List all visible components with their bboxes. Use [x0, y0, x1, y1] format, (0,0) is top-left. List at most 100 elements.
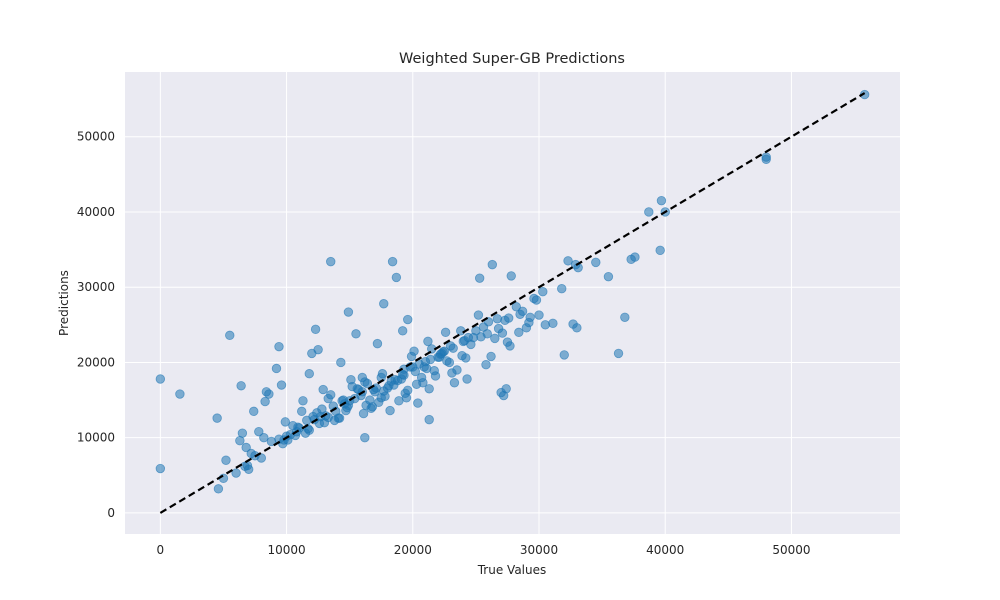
data-point — [613, 348, 624, 359]
data-point — [482, 329, 492, 339]
y-tick-label: 40000 — [77, 205, 115, 219]
data-point — [318, 384, 328, 395]
data-point — [372, 338, 383, 349]
data-point — [473, 310, 484, 320]
data-point — [529, 293, 539, 304]
data-point — [425, 354, 436, 365]
grid — [125, 72, 900, 534]
data-point — [175, 389, 185, 399]
data-point — [231, 468, 241, 478]
data-point — [423, 336, 433, 347]
data-point — [413, 398, 423, 408]
data-point — [236, 381, 246, 391]
data-point — [534, 310, 544, 320]
data-point — [656, 195, 667, 206]
data-point — [559, 350, 569, 360]
data-point — [264, 389, 274, 399]
y-tick-label: 30000 — [77, 280, 115, 294]
y-tick-label: 0 — [107, 506, 115, 520]
data-point — [276, 380, 287, 390]
data-point — [630, 252, 640, 262]
data-point — [334, 413, 345, 423]
data-point — [511, 302, 521, 312]
data-point — [274, 341, 284, 352]
data-point — [487, 259, 498, 270]
y-tick-label: 50000 — [77, 130, 115, 144]
data-point — [256, 453, 267, 463]
chart-title: Weighted Super-GB Predictions — [399, 51, 625, 67]
data-point — [486, 351, 496, 362]
data-point — [397, 369, 408, 380]
data-point — [317, 404, 327, 414]
data-point — [411, 379, 422, 389]
data-point — [392, 375, 403, 386]
data-point — [241, 442, 251, 453]
data-point — [490, 333, 500, 344]
data-point — [620, 312, 630, 322]
data-point — [501, 384, 511, 394]
data-point — [379, 386, 389, 396]
data-point — [280, 417, 291, 427]
data-point — [525, 312, 535, 322]
data-point — [514, 327, 524, 338]
data-point — [343, 307, 354, 317]
data-point — [326, 256, 336, 267]
data-point — [406, 351, 417, 362]
y-axis-label: Predictions — [57, 270, 71, 336]
data-point — [360, 432, 370, 443]
data-point — [155, 374, 166, 384]
data-point — [447, 368, 457, 378]
data-point — [504, 313, 514, 323]
data-point — [259, 432, 269, 443]
data-point — [155, 463, 166, 474]
y-tick-label: 20000 — [77, 355, 115, 369]
data-point — [225, 330, 235, 341]
data-point — [517, 306, 528, 316]
data-point — [394, 396, 404, 406]
data-point — [492, 314, 503, 324]
data-point — [448, 343, 458, 353]
data-point — [304, 369, 314, 379]
data-point — [300, 428, 311, 438]
data-point — [440, 327, 451, 338]
reference-line — [159, 92, 866, 514]
data-point — [481, 360, 491, 370]
data-point — [358, 408, 369, 419]
data-point — [437, 348, 447, 359]
data-point — [457, 350, 467, 361]
data-point — [397, 326, 408, 336]
data-point — [346, 375, 356, 385]
x-tick-label: 40000 — [646, 543, 684, 557]
data-point — [502, 337, 513, 347]
data-point — [449, 378, 460, 388]
data-point — [416, 372, 427, 383]
data-point — [249, 406, 259, 417]
data-point — [444, 357, 455, 368]
y-tick-label: 10000 — [77, 431, 115, 445]
data-point — [351, 329, 361, 339]
scatter-points — [155, 89, 870, 494]
data-point — [361, 400, 371, 411]
data-point — [761, 152, 771, 162]
data-point — [506, 271, 516, 281]
data-point — [538, 287, 548, 297]
data-point — [379, 299, 389, 309]
data-point — [474, 273, 485, 283]
data-point — [297, 406, 307, 417]
data-point — [237, 428, 248, 438]
data-point — [260, 396, 270, 407]
data-point — [459, 335, 470, 346]
data-point — [385, 405, 395, 416]
data-point — [603, 271, 614, 282]
x-tick-label: 20000 — [394, 543, 432, 557]
data-point — [391, 272, 402, 283]
x-tick-label: 30000 — [520, 543, 558, 557]
data-point — [387, 256, 398, 267]
data-point — [336, 357, 346, 368]
data-point — [572, 323, 582, 333]
data-point — [271, 363, 282, 374]
data-point — [462, 374, 472, 384]
x-tick-label: 50000 — [772, 543, 810, 557]
data-point — [298, 396, 308, 406]
data-point — [403, 385, 413, 395]
